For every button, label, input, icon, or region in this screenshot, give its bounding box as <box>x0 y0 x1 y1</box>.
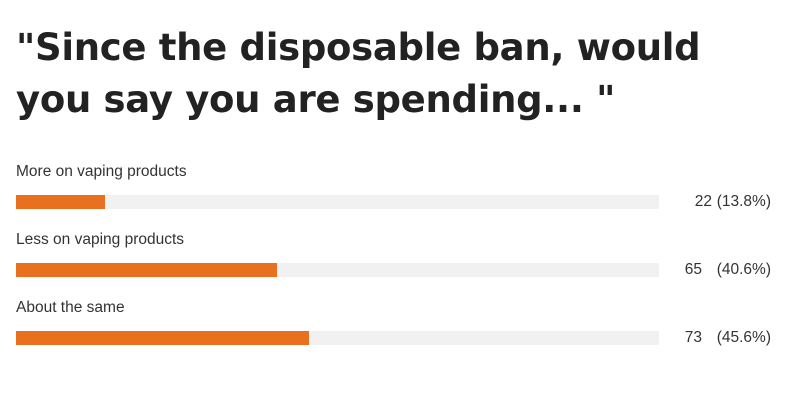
bar-row: About the same 73 (45.6%) <box>16 298 781 358</box>
bar-label: Less on vaping products <box>16 231 185 248</box>
bar-label: About the same <box>16 299 125 316</box>
bar-row: Less on vaping products 65 (40.6%) <box>16 230 781 290</box>
chart-title: "Since the disposable ban, would you say… <box>16 26 701 121</box>
bar-track <box>16 263 659 277</box>
bar-percent-label: (45.6%) <box>716 329 771 346</box>
bar-row: More on vaping products 22 (13.8%) <box>16 162 781 222</box>
bar-percent-label: (13.8%) <box>716 193 771 210</box>
bar-percent-label: (40.6%) <box>716 261 771 278</box>
bar-track <box>16 331 659 345</box>
bar <box>16 331 310 345</box>
bar <box>16 263 278 277</box>
bar-count-label: 22 <box>694 193 712 210</box>
bar-label: More on vaping products <box>16 163 187 180</box>
bar-count-label: 73 <box>684 329 702 346</box>
bar-track <box>16 195 659 209</box>
bar-count-label: 65 <box>684 261 702 278</box>
bar <box>16 195 105 209</box>
